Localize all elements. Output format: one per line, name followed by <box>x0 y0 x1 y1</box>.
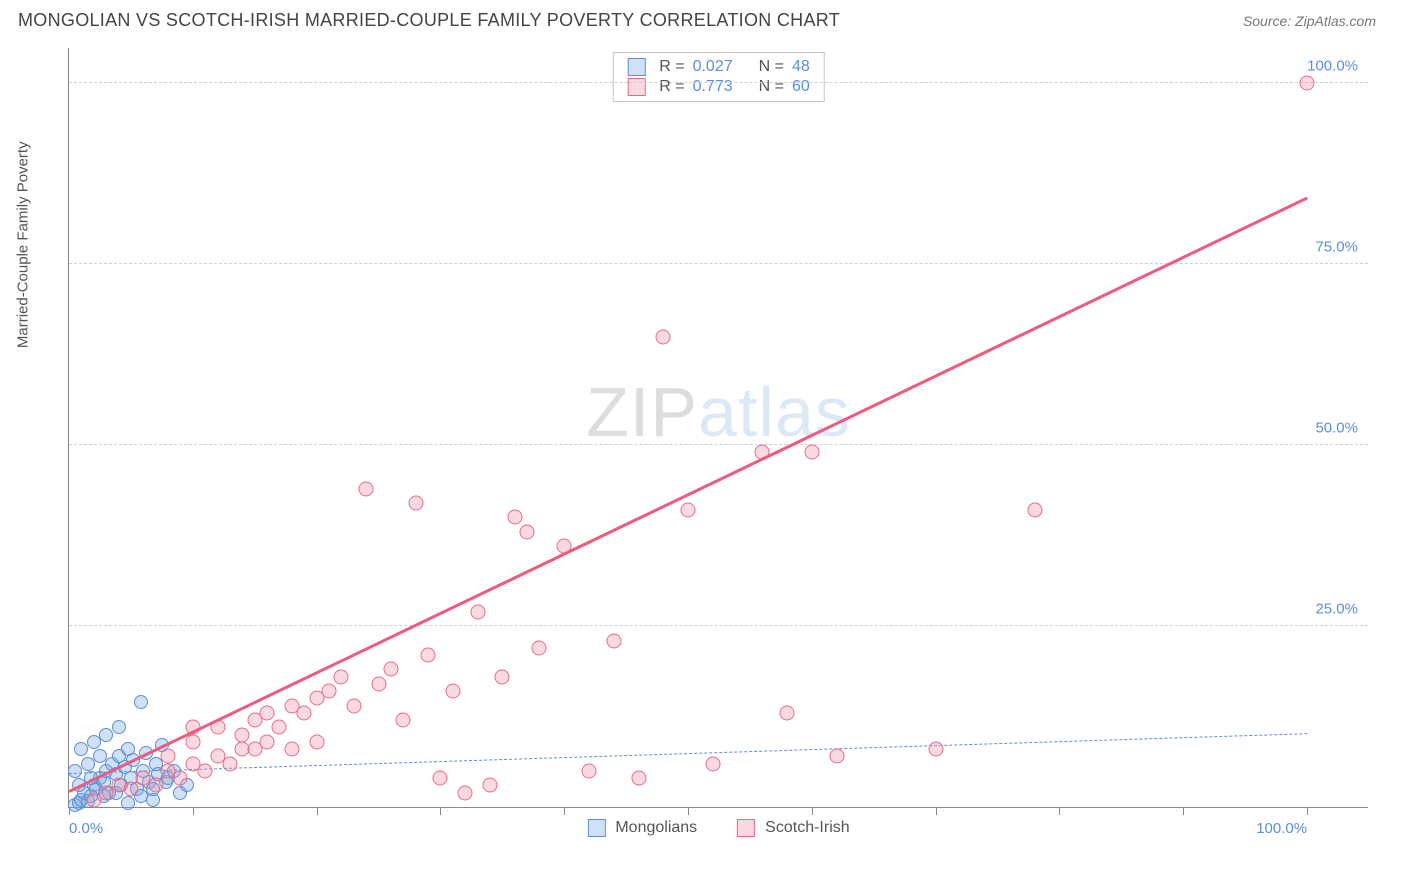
data-point <box>606 633 621 648</box>
data-point <box>681 503 696 518</box>
source-name: ZipAtlas.com <box>1295 13 1376 29</box>
data-point <box>123 781 138 796</box>
x-tick <box>936 807 937 815</box>
data-point <box>421 648 436 663</box>
x-tick <box>812 807 813 815</box>
data-point <box>458 785 473 800</box>
chart-title: MONGOLIAN VS SCOTCH-IRISH MARRIED-COUPLE… <box>18 10 840 31</box>
y-axis-label: Married-Couple Family Poverty <box>15 141 32 348</box>
watermark-atlas: atlas <box>698 373 851 451</box>
data-point <box>829 749 844 764</box>
data-point <box>495 669 510 684</box>
data-point <box>804 445 819 460</box>
x-tick <box>688 807 689 815</box>
x-tick-label: 100.0% <box>1256 820 1307 837</box>
legend-swatch <box>627 78 645 96</box>
chart-header: MONGOLIAN VS SCOTCH-IRISH MARRIED-COUPLE… <box>0 0 1406 31</box>
stat-r-label: R = <box>659 78 684 96</box>
data-point <box>383 662 398 677</box>
x-tick <box>440 807 441 815</box>
legend-swatch <box>587 819 605 837</box>
data-point <box>185 734 200 749</box>
x-tick <box>1307 807 1308 815</box>
data-point <box>928 742 943 757</box>
stat-n-label: N = <box>759 58 784 76</box>
data-point <box>309 734 324 749</box>
y-tick-label: 25.0% <box>1315 601 1358 618</box>
data-point <box>222 756 237 771</box>
data-point <box>482 778 497 793</box>
data-point <box>334 669 349 684</box>
data-point <box>235 727 250 742</box>
y-tick-label: 100.0% <box>1307 58 1358 75</box>
legend-swatch <box>737 819 755 837</box>
legend-series-item: Scotch-Irish <box>737 819 849 837</box>
source-label: Source: <box>1243 13 1291 29</box>
legend-series-label: Mongolians <box>615 819 697 837</box>
legend-series-label: Scotch-Irish <box>765 819 849 837</box>
stat-n-value: 48 <box>792 58 810 76</box>
stat-n-value: 60 <box>792 78 810 96</box>
x-tick <box>1059 807 1060 815</box>
data-point <box>705 756 720 771</box>
data-point <box>582 763 597 778</box>
gridline-h <box>69 82 1368 83</box>
legend-series-item: Mongolians <box>587 819 697 837</box>
data-point <box>161 749 176 764</box>
x-tick <box>317 807 318 815</box>
data-point <box>322 684 337 699</box>
x-tick <box>564 807 565 815</box>
data-point <box>371 676 386 691</box>
data-point <box>173 771 188 786</box>
data-point <box>470 604 485 619</box>
y-tick-label: 75.0% <box>1315 239 1358 256</box>
stat-r-label: R = <box>659 58 684 76</box>
data-point <box>148 778 163 793</box>
data-point <box>346 698 361 713</box>
legend-swatch <box>627 58 645 76</box>
x-tick-label: 0.0% <box>69 820 103 837</box>
data-point <box>198 763 213 778</box>
stat-r-value: 0.773 <box>693 78 733 96</box>
data-point <box>112 720 126 734</box>
watermark: ZIPatlas <box>586 372 851 452</box>
gridline-h <box>69 444 1368 445</box>
data-point <box>532 640 547 655</box>
y-tick-label: 50.0% <box>1315 420 1358 437</box>
data-point <box>93 749 107 763</box>
gridline-h <box>69 625 1368 626</box>
legend-stats: R = 0.027 N = 48 R = 0.773 N = 60 <box>612 52 825 102</box>
trendline <box>68 197 1307 793</box>
data-point <box>359 481 374 496</box>
data-point <box>780 705 795 720</box>
data-point <box>1027 503 1042 518</box>
watermark-zip: ZIP <box>586 373 698 451</box>
legend-stat-row: R = 0.773 N = 60 <box>627 77 810 97</box>
legend-stat-row: R = 0.027 N = 48 <box>627 57 810 77</box>
plot-area: ZIPatlas R =0.027N =48R =0.773N =60 Mong… <box>68 48 1368 808</box>
data-point <box>445 684 460 699</box>
chart-container: Married-Couple Family Poverty ZIPatlas R… <box>48 48 1378 838</box>
data-point <box>1300 76 1315 91</box>
source-attribution: Source: ZipAtlas.com <box>1243 13 1376 29</box>
data-point <box>297 705 312 720</box>
x-tick <box>1183 807 1184 815</box>
stat-r-value: 0.027 <box>693 58 733 76</box>
data-point <box>284 742 299 757</box>
data-point <box>396 713 411 728</box>
data-point <box>408 496 423 511</box>
x-tick <box>193 807 194 815</box>
data-point <box>656 329 671 344</box>
data-point <box>631 771 646 786</box>
data-point <box>272 720 287 735</box>
legend-series: Mongolians Scotch-Irish <box>587 819 849 837</box>
stat-n-label: N = <box>759 78 784 96</box>
data-point <box>134 695 148 709</box>
data-point <box>260 705 275 720</box>
data-point <box>507 510 522 525</box>
data-point <box>247 742 262 757</box>
data-point <box>433 771 448 786</box>
data-point <box>520 524 535 539</box>
